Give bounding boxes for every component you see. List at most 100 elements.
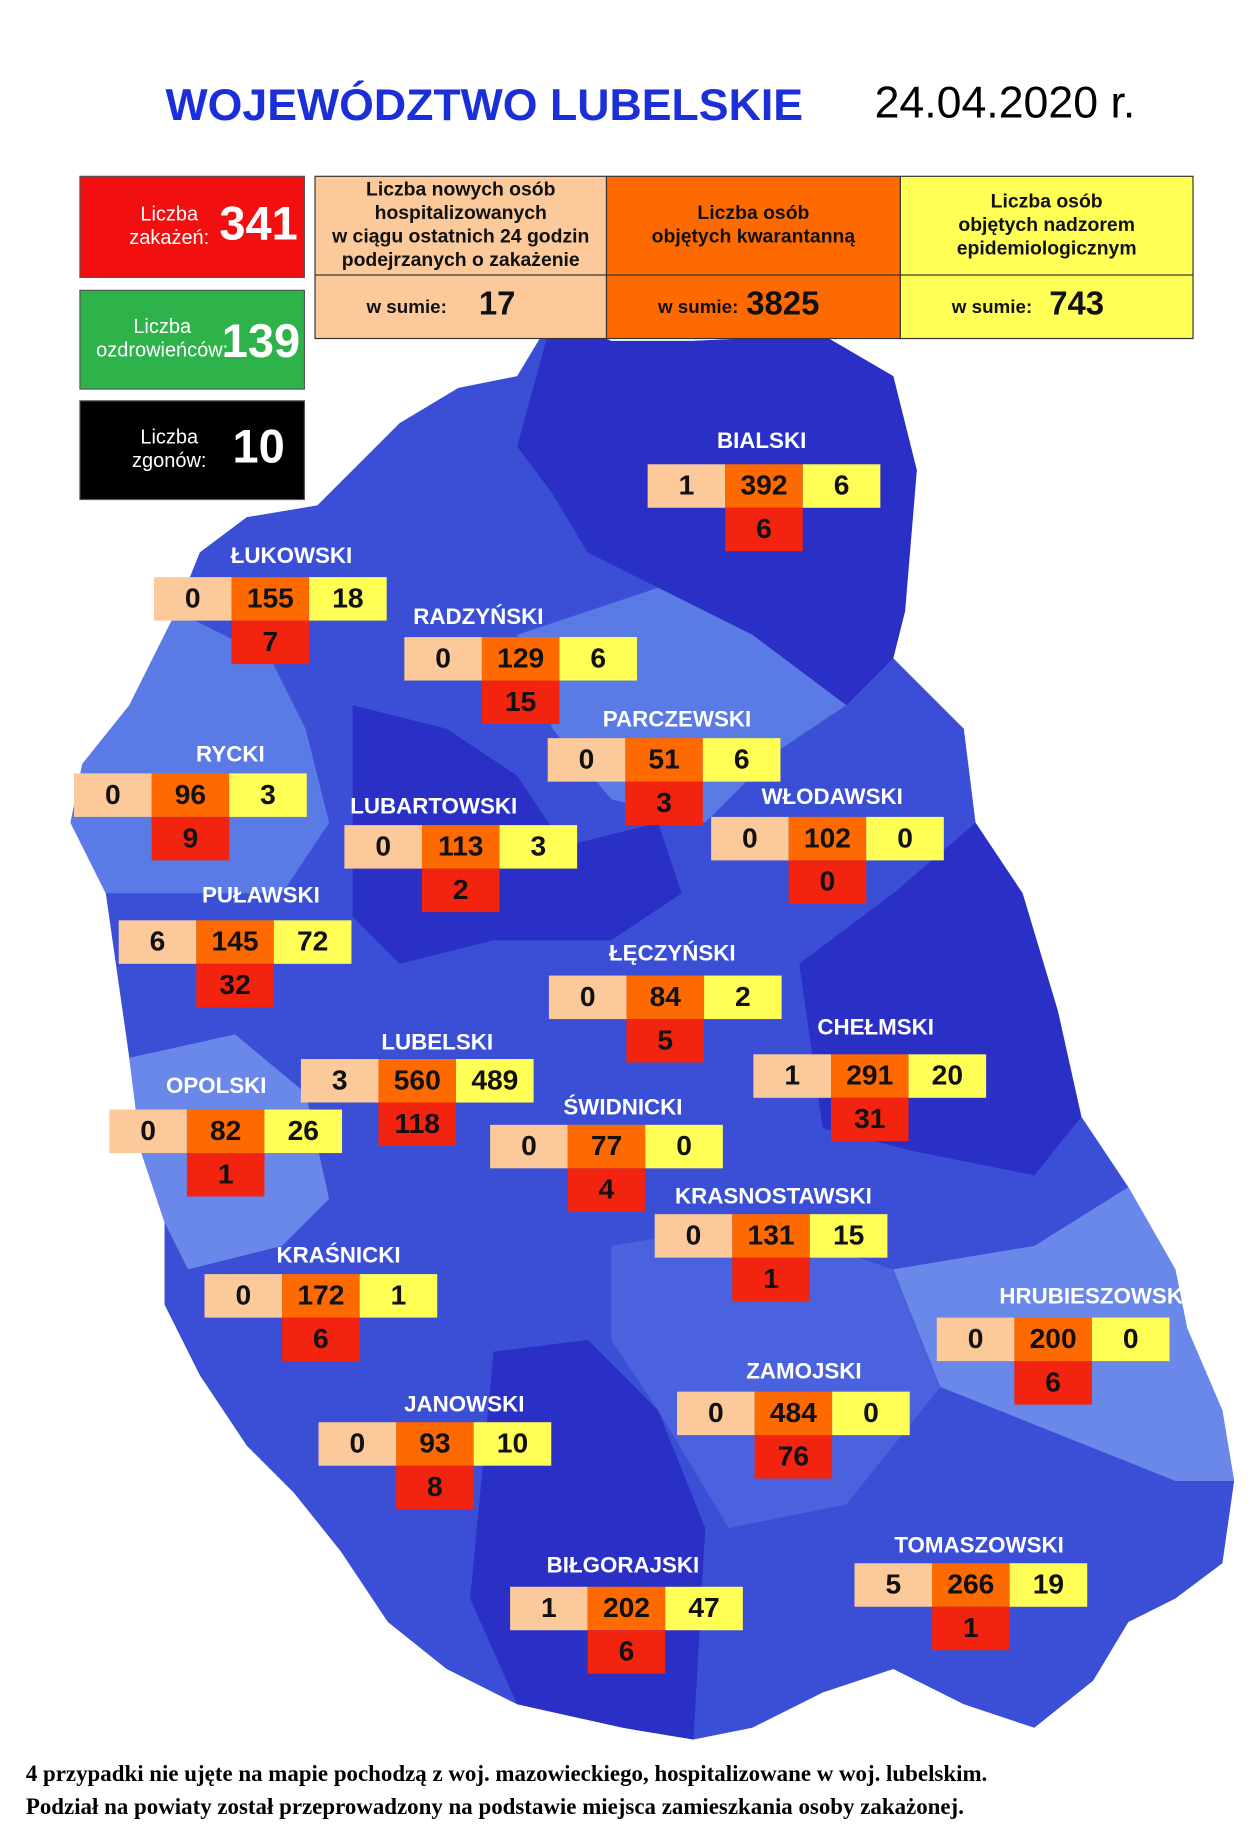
district-cell: [647, 464, 726, 508]
district-cell: [1091, 1317, 1170, 1362]
district-cell: [832, 1391, 910, 1436]
district-supervision: 0: [863, 1396, 879, 1428]
district-hospitalized: 3: [332, 1063, 348, 1095]
district-cell: [626, 975, 705, 1020]
district-hospitalized: 0: [185, 581, 201, 613]
district-cell: [567, 1168, 646, 1212]
district-quarantine: 202: [603, 1591, 650, 1623]
district-cell: [151, 773, 230, 817]
district-cases: 6: [313, 1322, 329, 1354]
district-name: ŁUKOWSKI: [231, 543, 353, 568]
district-quarantine: 77: [591, 1129, 622, 1161]
summary-value: 139: [222, 314, 300, 367]
district-quarantine: 291: [846, 1059, 893, 1091]
district-supervision: 15: [833, 1219, 864, 1251]
table-sum-cell: [605, 274, 901, 340]
district-cell: [626, 1019, 705, 1063]
district-cell: [359, 1274, 438, 1318]
district-name: JANOWSKI: [404, 1392, 524, 1417]
district: KRASNOSTAWSKI 0 131 15 1: [654, 1184, 888, 1302]
table-header-text: objętych kwarantanną: [652, 226, 856, 248]
footnote: Podział na powiaty został przeprowadzony…: [26, 1794, 964, 1819]
district-cell: [109, 1109, 187, 1154]
district-name: KRAŚNICKI: [276, 1242, 400, 1267]
district-cases: 32: [219, 968, 250, 1000]
table-header-text: epidemiologicznym: [957, 237, 1137, 259]
district-cell: [231, 577, 310, 621]
district-hospitalized: 0: [375, 829, 391, 861]
district-cell: [1009, 1563, 1088, 1607]
district-supervision: 2: [735, 980, 751, 1012]
table-header-text: Liczba osób: [697, 202, 809, 224]
district-quarantine: 484: [770, 1396, 817, 1428]
district: RADZYŃSKI 0 129 6 15: [404, 604, 638, 725]
table-header-cell: [899, 175, 1194, 276]
district-cell: [282, 1274, 360, 1318]
district-quarantine: 560: [394, 1063, 441, 1095]
district-cell: [625, 781, 703, 826]
district-cell: [936, 1317, 1015, 1362]
district-hospitalized: 6: [150, 925, 166, 957]
district-cell: [908, 1054, 987, 1098]
district-name: CHEŁMSKI: [817, 1014, 934, 1039]
district-cell: [725, 464, 803, 508]
table-header-text: Liczba nowych osób: [366, 179, 556, 201]
district-name: BIŁGORAJSKI: [547, 1553, 700, 1578]
district-cases: 7: [262, 625, 278, 657]
district-supervision: 47: [688, 1591, 719, 1623]
district-supervision: 26: [288, 1114, 319, 1146]
district-quarantine: 145: [212, 925, 259, 957]
district-cell: [229, 773, 307, 817]
district-cell: [559, 637, 638, 681]
district-cell: [186, 1109, 265, 1154]
district-cell: [421, 868, 500, 913]
sum-value: 743: [1049, 284, 1104, 321]
district-hospitalized: 0: [140, 1114, 156, 1146]
district-quarantine: 131: [748, 1219, 795, 1251]
district-cell: [567, 1124, 646, 1169]
table-header-text: Liczba osób: [991, 190, 1103, 212]
district-cell: [74, 773, 152, 817]
table-sum-cell: [314, 274, 608, 340]
district-name: LUBARTOWSKI: [350, 793, 517, 818]
district-cases: 5: [657, 1023, 673, 1055]
district-cell: [711, 816, 789, 861]
district-name: LUBELSKI: [381, 1030, 493, 1055]
district-name: PUŁAWSKI: [202, 883, 320, 908]
district: TOMASZOWSKI 5 266 19 1: [854, 1533, 1088, 1651]
district-cell: [704, 975, 782, 1020]
district-supervision: 1: [391, 1278, 407, 1310]
district: OPOLSKI 0 82 26 1: [109, 1073, 343, 1197]
district-supervision: 6: [590, 641, 606, 673]
district-hospitalized: 0: [521, 1129, 537, 1161]
district-cases: 1: [763, 1262, 779, 1294]
district-cell: [547, 738, 626, 782]
district-supervision: 20: [932, 1059, 963, 1091]
district-hospitalized: 0: [708, 1396, 724, 1428]
district-supervision: 0: [676, 1129, 692, 1161]
district-cell: [725, 507, 803, 552]
table-header-text: podejrzanych o zakażenie: [342, 249, 580, 271]
table-header-cell: [314, 175, 608, 276]
footnote: 4 przypadki nie ujęte na mapie pochodzą …: [26, 1761, 987, 1786]
district-quarantine: 93: [419, 1427, 450, 1459]
district-cell: [300, 1059, 379, 1103]
district-cell: [625, 738, 703, 782]
district-hospitalized: 1: [541, 1591, 557, 1623]
summary-label: ozdrowieńców:: [96, 340, 228, 362]
district-name: OPOLSKI: [166, 1073, 266, 1098]
district-cases: 2: [453, 873, 469, 905]
district-cell: [645, 1124, 723, 1169]
district-cell: [866, 816, 944, 861]
district-cell: [830, 1097, 909, 1142]
district-quarantine: 266: [947, 1568, 994, 1600]
district-cell: [754, 1391, 833, 1436]
district-cell: [378, 1059, 457, 1103]
district-hospitalized: 0: [968, 1322, 984, 1354]
sum-label: w sumie:: [365, 296, 446, 317]
district-name: BIALSKI: [717, 428, 806, 453]
district-quarantine: 102: [804, 821, 851, 853]
district-cell: [499, 825, 578, 869]
